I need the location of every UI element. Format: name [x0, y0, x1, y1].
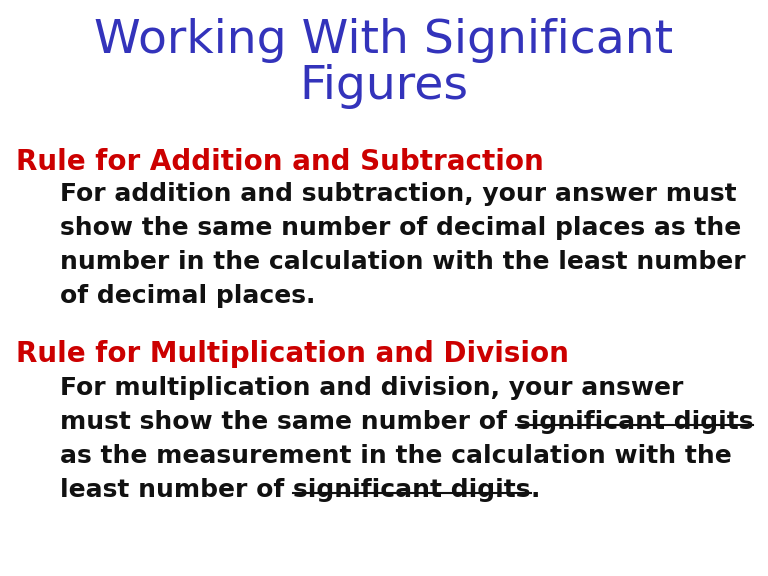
Text: of decimal places.: of decimal places.: [60, 284, 316, 308]
Text: .: .: [531, 478, 540, 502]
Text: number in the calculation with the least number: number in the calculation with the least…: [60, 250, 746, 274]
Text: For multiplication and division, your answer: For multiplication and division, your an…: [60, 376, 684, 400]
Text: Rule for Addition and Subtraction: Rule for Addition and Subtraction: [16, 148, 544, 176]
Text: must show the same number of: must show the same number of: [60, 410, 515, 434]
Text: least number of: least number of: [60, 478, 293, 502]
Text: as the measurement in the calculation with the: as the measurement in the calculation wi…: [60, 444, 732, 468]
Text: Working With Significant: Working With Significant: [94, 18, 674, 63]
Text: significant digits: significant digits: [293, 478, 531, 502]
Text: For addition and subtraction, your answer must: For addition and subtraction, your answe…: [60, 182, 737, 206]
Text: Figures: Figures: [300, 64, 468, 109]
Text: show the same number of decimal places as the: show the same number of decimal places a…: [60, 216, 741, 240]
Text: Rule for Multiplication and Division: Rule for Multiplication and Division: [16, 340, 569, 368]
Text: significant digits: significant digits: [515, 410, 753, 434]
